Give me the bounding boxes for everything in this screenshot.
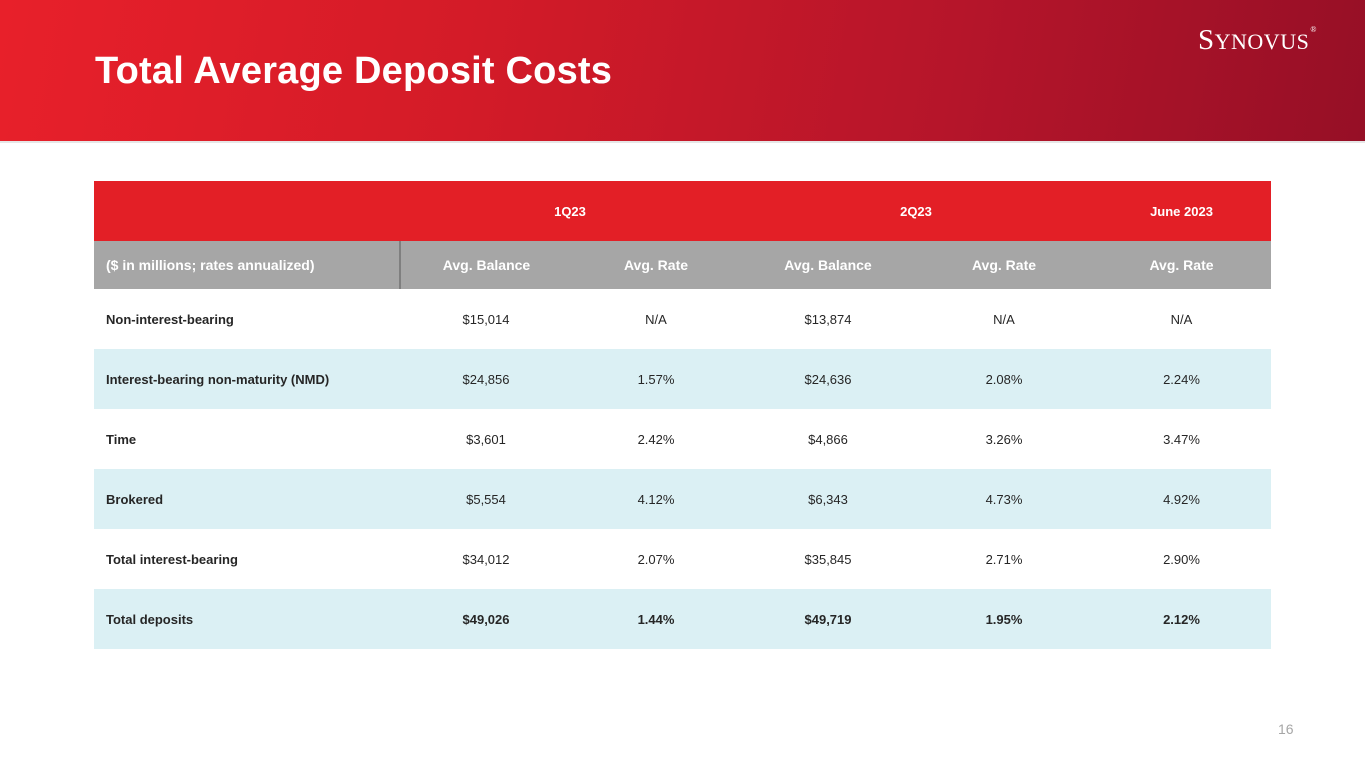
page-number: 16 (1278, 721, 1294, 737)
cell-value: 2.24% (1092, 349, 1271, 409)
cell-value: $15,014 (462, 311, 510, 327)
row-label: Non-interest-bearing (106, 311, 234, 327)
cell-value: 1.95% (916, 589, 1092, 649)
period-june-2023: June 2023 (1092, 181, 1271, 241)
cell-value: $6,343 (740, 469, 916, 529)
cell-value: 3.26% (985, 431, 1023, 447)
logo-initial: S (1198, 24, 1215, 56)
cell-value: $13,874 (804, 311, 852, 327)
cell-value: 1.57% (572, 349, 740, 409)
banner-divider (0, 141, 1365, 143)
row-label: Total interest-bearing (106, 551, 238, 567)
table-row: Interest-bearing non-maturity (NMD) $24,… (94, 349, 1271, 409)
cell-value: $49,719 (740, 589, 916, 649)
cell-value: 2.42% (637, 431, 675, 447)
table-row: Total interest-bearing $34,012 2.07% $35… (94, 529, 1271, 589)
cell-value: $3,601 (466, 431, 506, 447)
cell-value: 2.90% (1163, 551, 1200, 567)
row-label: Brokered (94, 469, 400, 529)
deposit-costs-table: 1Q23 2Q23 June 2023 ($ in millions; rate… (94, 181, 1271, 649)
column-header-1q23-rate: Avg. Rate (572, 241, 740, 289)
cell-value: 2.08% (916, 349, 1092, 409)
cell-value: N/A (993, 311, 1015, 327)
cell-value: 4.73% (916, 469, 1092, 529)
column-header-2q23-rate: Avg. Rate (916, 241, 1092, 289)
period-2q23: 2Q23 (740, 181, 1092, 241)
cell-value: $24,856 (400, 349, 572, 409)
logo-rest: YNOVUS (1214, 29, 1310, 54)
column-header-june-rate: Avg. Rate (1092, 241, 1271, 289)
synovus-logo: SYNOVUS® (1198, 26, 1317, 55)
header-banner (0, 0, 1365, 141)
cell-value: $35,845 (804, 551, 852, 567)
cell-value: N/A (1170, 311, 1193, 327)
column-header-1q23-balance: Avg. Balance (400, 241, 572, 289)
registered-mark: ® (1310, 25, 1317, 34)
cell-value: 2.71% (985, 551, 1023, 567)
cell-value: $24,636 (740, 349, 916, 409)
cell-value: 2.07% (637, 551, 675, 567)
cell-value: 3.47% (1163, 431, 1200, 447)
cell-value: 4.92% (1092, 469, 1271, 529)
column-header-row: ($ in millions; rates annualized) Avg. B… (94, 241, 1271, 289)
period-header-row: 1Q23 2Q23 June 2023 (94, 181, 1271, 241)
table-row: Time $3,601 2.42% $4,866 3.26% 3.47% (94, 409, 1271, 469)
row-label: Interest-bearing non-maturity (NMD) (94, 349, 400, 409)
period-header-blank (94, 181, 400, 241)
page-title: Total Average Deposit Costs (95, 50, 613, 92)
column-header-units: ($ in millions; rates annualized) (94, 241, 401, 289)
cell-value: N/A (645, 311, 667, 327)
period-1q23: 1Q23 (400, 181, 740, 241)
cell-value: 1.44% (572, 589, 740, 649)
total-row: Total deposits $49,026 1.44% $49,719 1.9… (94, 589, 1271, 649)
table-row: Non-interest-bearing $15,014 N/A $13,874… (94, 289, 1271, 349)
table-row: Brokered $5,554 4.12% $6,343 4.73% 4.92% (94, 469, 1271, 529)
cell-value: $49,026 (400, 589, 572, 649)
cell-value: $34,012 (462, 551, 510, 567)
row-label: Time (106, 431, 137, 447)
row-label: Total deposits (94, 589, 400, 649)
cell-value: $5,554 (400, 469, 572, 529)
cell-value: 2.12% (1092, 589, 1271, 649)
cell-value: 4.12% (572, 469, 740, 529)
cell-value: $4,866 (808, 431, 848, 447)
column-header-2q23-balance: Avg. Balance (740, 241, 916, 289)
